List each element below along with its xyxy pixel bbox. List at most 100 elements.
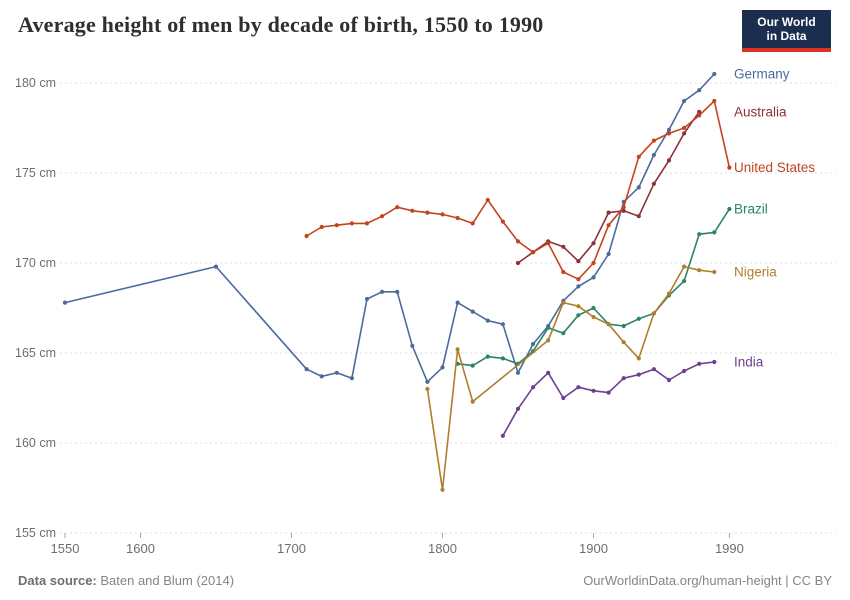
series-point-united-states-1820[interactable] (470, 221, 475, 226)
series-point-nigeria-1930[interactable] (636, 356, 641, 361)
series-point-australia-1910[interactable] (606, 210, 611, 215)
series-point-australia-1930[interactable] (636, 214, 641, 219)
series-point-nigeria-1800[interactable] (440, 487, 445, 492)
series-point-australia-1900[interactable] (591, 241, 596, 246)
series-point-nigeria-1940[interactable] (651, 311, 657, 316)
series-point-india-1950[interactable] (666, 377, 672, 383)
series-point-brazil-1880[interactable] (561, 331, 566, 336)
series-point-germany-1800[interactable] (440, 365, 445, 370)
series-line-nigeria[interactable] (426, 265, 715, 491)
series-point-india-1870[interactable] (546, 370, 551, 375)
series-point-germany-1780[interactable] (410, 343, 415, 348)
series-point-india-1860[interactable] (531, 385, 536, 390)
series-point-brazil-1960[interactable] (682, 278, 687, 284)
series-point-nigeria-1810[interactable] (455, 347, 460, 352)
series-point-united-states-1770[interactable] (395, 205, 400, 210)
series-point-germany-1550[interactable] (62, 300, 68, 305)
series-point-germany-1790[interactable] (425, 379, 430, 384)
series-point-germany-1820[interactable] (470, 309, 475, 314)
series-point-india-1850[interactable] (515, 406, 521, 411)
series-point-united-states-1870[interactable] (546, 241, 551, 246)
series-point-united-states-1900[interactable] (591, 260, 596, 266)
series-point-germany-1730[interactable] (334, 370, 339, 375)
series-point-nigeria-1950[interactable] (666, 291, 672, 296)
series-point-germany-1850[interactable] (515, 370, 521, 375)
series-point-brazil-1840[interactable] (500, 356, 505, 361)
series-point-nigeria-1900[interactable] (591, 314, 596, 320)
series-point-nigeria-1870[interactable] (546, 338, 551, 343)
series-point-germany-1770[interactable] (395, 289, 400, 294)
series-line-australia[interactable] (517, 111, 700, 264)
series-point-india-1960[interactable] (682, 368, 687, 374)
series-point-india-1970[interactable] (697, 361, 702, 366)
series-point-united-states-1720[interactable] (319, 224, 324, 230)
series-point-united-states-1840[interactable] (500, 219, 505, 224)
series-point-germany-1890[interactable] (576, 284, 581, 289)
series-point-brazil-1990[interactable] (727, 206, 732, 212)
series-label-australia[interactable]: Australia (734, 104, 787, 119)
series-point-united-states-1710[interactable] (304, 233, 309, 239)
series-label-germany[interactable]: Germany (734, 67, 790, 82)
series-point-australia-1970[interactable] (697, 109, 702, 114)
series-point-nigeria-1970[interactable] (697, 268, 702, 273)
series-point-united-states-1890[interactable] (576, 277, 581, 282)
series-point-united-states-1860[interactable] (531, 250, 536, 255)
series-point-nigeria-1920[interactable] (621, 340, 626, 345)
series-point-germany-1910[interactable] (606, 251, 611, 257)
series-point-brazil-1970[interactable] (697, 232, 702, 237)
owid-link[interactable]: OurWorldinData.org/human-height | CC BY (583, 573, 832, 588)
series-point-nigeria-1890[interactable] (576, 304, 581, 309)
series-point-united-states-1730[interactable] (334, 223, 339, 228)
series-point-united-states-1790[interactable] (425, 210, 430, 215)
series-point-nigeria-1980[interactable] (712, 269, 717, 275)
series-point-brazil-1820[interactable] (470, 363, 475, 368)
series-point-australia-1940[interactable] (651, 181, 657, 186)
series-point-united-states-1850[interactable] (515, 239, 521, 244)
series-label-brazil[interactable]: Brazil (734, 202, 768, 217)
series-point-germany-1950[interactable] (666, 127, 672, 132)
series-point-nigeria-1820[interactable] (470, 399, 475, 404)
series-point-germany-1720[interactable] (319, 374, 324, 379)
series-point-united-states-1750[interactable] (364, 221, 370, 226)
series-point-germany-1750[interactable] (364, 296, 370, 302)
series-point-united-states-1940[interactable] (651, 138, 657, 143)
series-point-united-states-1880[interactable] (561, 269, 566, 275)
series-point-united-states-1970[interactable] (697, 113, 702, 118)
series-point-germany-1740[interactable] (349, 376, 354, 381)
series-point-australia-1880[interactable] (561, 244, 566, 249)
series-point-brazil-1830[interactable] (485, 354, 490, 359)
series-label-united-states[interactable]: United States (734, 160, 815, 175)
series-line-germany[interactable] (64, 73, 715, 383)
series-point-australia-1850[interactable] (515, 260, 521, 266)
series-label-nigeria[interactable]: Nigeria (734, 265, 777, 280)
series-point-germany-1930[interactable] (636, 185, 641, 190)
series-line-brazil[interactable] (457, 208, 731, 367)
series-point-australia-1960[interactable] (682, 131, 687, 136)
series-point-germany-1960[interactable] (682, 98, 687, 104)
series-point-germany-1860[interactable] (531, 341, 536, 347)
series-point-united-states-1800[interactable] (440, 212, 445, 217)
series-point-india-1900[interactable] (591, 388, 596, 393)
series-point-united-states-1760[interactable] (380, 214, 385, 219)
series-point-united-states-1950[interactable] (666, 131, 672, 136)
series-point-germany-1760[interactable] (380, 289, 385, 294)
series-point-brazil-1900[interactable] (591, 305, 596, 311)
series-point-nigeria-1880[interactable] (561, 300, 566, 305)
series-point-united-states-1960[interactable] (682, 125, 687, 131)
series-point-united-states-1740[interactable] (349, 221, 354, 226)
series-point-united-states-1920[interactable] (621, 205, 626, 210)
series-line-india[interactable] (502, 361, 715, 437)
series-point-india-1910[interactable] (606, 390, 611, 395)
series-point-nigeria-1910[interactable] (606, 322, 611, 327)
series-point-nigeria-1960[interactable] (682, 264, 687, 269)
series-point-germany-1650[interactable] (213, 264, 219, 269)
series-point-united-states-1780[interactable] (410, 208, 415, 213)
series-point-india-1840[interactable] (500, 433, 505, 438)
series-point-india-1880[interactable] (561, 395, 566, 401)
series-point-brazil-1920[interactable] (621, 323, 626, 329)
series-point-india-1890[interactable] (576, 385, 581, 390)
series-line-united-states[interactable] (306, 100, 731, 281)
series-point-united-states-1810[interactable] (455, 215, 460, 221)
series-point-united-states-1930[interactable] (636, 154, 641, 159)
series-label-india[interactable]: India (734, 355, 764, 370)
